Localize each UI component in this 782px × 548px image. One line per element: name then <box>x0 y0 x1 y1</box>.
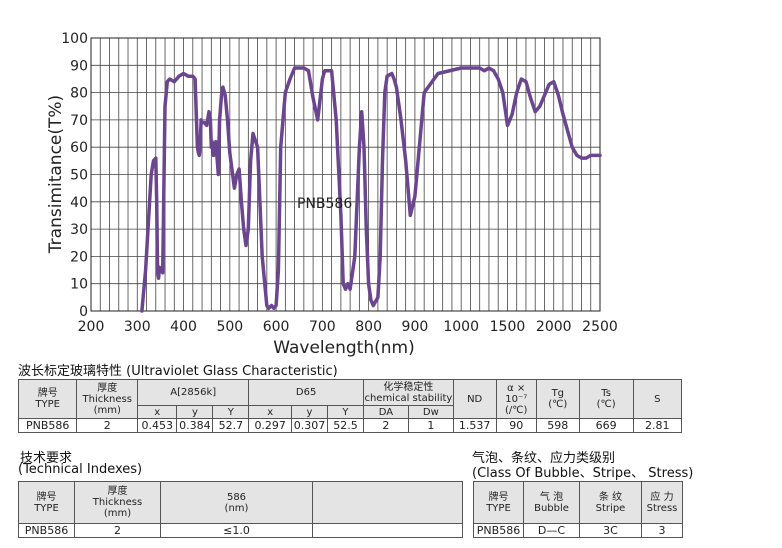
cell-bubble: D—C <box>523 523 580 538</box>
cell-thickness: 2 <box>76 418 139 433</box>
table-row: PNB586 2 ≤1.0 <box>18 523 463 538</box>
y-tick-label: 60 <box>70 140 88 156</box>
cell-stress: 3 <box>641 523 683 538</box>
y-tick-label: 40 <box>70 195 88 211</box>
table-row: PNB586 D—C 3C 3 <box>473 523 683 538</box>
y-tick-label: 80 <box>70 86 88 102</box>
header-stress: 应 力 Stress <box>641 481 683 524</box>
sub-d65-x: x <box>248 405 293 419</box>
cell-s: 2.81 <box>632 418 683 433</box>
y-tick-label: 70 <box>70 113 88 129</box>
tech-section-title-en: (Technical Indexes) <box>18 462 143 477</box>
y-tick-label: 20 <box>70 249 88 265</box>
y-tick-label: 0 <box>79 304 88 320</box>
x-tick-label: 300 <box>124 319 151 335</box>
cell-da: 2 <box>362 418 409 433</box>
header-alpha: α × 10⁻⁷ (/℃) <box>495 379 537 419</box>
x-axis-title: Wavelength(nm) <box>273 338 414 358</box>
y-axis-title: Transimitance(T%) <box>46 95 66 254</box>
x-tick-label: 2500 <box>582 319 618 335</box>
sub-a-y: y <box>176 405 214 419</box>
header-s: S <box>632 379 683 419</box>
header-tg: Tg (℃) <box>535 379 580 419</box>
cell-a-x: 0.453 <box>137 418 178 433</box>
curve-annotation: PNB586 <box>297 196 352 212</box>
y-tick-label: 10 <box>70 277 88 293</box>
cell-tg: 598 <box>535 418 580 433</box>
header-ts: Ts (℃) <box>578 379 634 419</box>
header-thickness: 厚度 Thickness (mm) <box>74 481 161 524</box>
uv-section-title: 波长标定玻璃特性 (Ultraviolet Glass Characterist… <box>18 364 338 379</box>
sub-d65-Y: Y <box>326 405 364 419</box>
cell-stripe: 3C <box>579 523 642 538</box>
x-tick-label: 900 <box>402 319 429 335</box>
cell-type: PNB586 <box>18 523 75 538</box>
cell-d65-Y: 52.5 <box>326 418 364 433</box>
header-type: 牌号 TYPE <box>17 379 78 419</box>
header-bubble: 气 泡 Bubble <box>523 481 580 524</box>
tech-header-row: 牌号 TYPE 厚度 Thickness (mm) 586 (nm) <box>18 481 463 524</box>
x-tick-label: 200 <box>78 319 105 335</box>
sub-a-Y: Y <box>212 405 250 419</box>
x-tick-label: 500 <box>216 319 243 335</box>
transmittance-curve <box>140 66 602 313</box>
x-tick-label: 600 <box>263 319 290 335</box>
header-thickness: 厚度 Thickness (mm) <box>76 379 139 419</box>
header-d65: D65 <box>248 379 364 406</box>
y-tick-labels: 0 10 20 30 40 50 60 70 80 90 100 <box>61 31 88 320</box>
y-tick-label: 30 <box>70 222 88 238</box>
header-stripe: 条 纹 Stripe <box>579 481 642 524</box>
bubble-section-title-cn: 气泡、条纹、应力类级别 <box>472 451 616 466</box>
cell-ts: 669 <box>578 418 634 433</box>
chart-grid <box>90 37 600 312</box>
header-a2856k: A[2856k] <box>137 379 250 406</box>
x-tick-label: 800 <box>355 319 382 335</box>
header-type: 牌号 TYPE <box>18 481 75 524</box>
y-tick-label: 90 <box>70 58 88 74</box>
x-tick-label: 700 <box>309 319 336 335</box>
x-tick-label: 1000 <box>443 319 479 335</box>
header-586nm: 586 (nm) <box>160 481 313 524</box>
header-chemical-stability: 化学稳定性 chemical stability <box>362 379 454 406</box>
bubble-header-row: 牌号 TYPE 气 泡 Bubble 条 纹 Stripe 应 力 Stress <box>473 481 683 524</box>
sub-da: DA <box>362 405 409 419</box>
cell-586-value: ≤1.0 <box>160 523 313 538</box>
uv-header-row: 牌号 TYPE 厚度 Thickness (mm) A[2856k] D65 化… <box>17 379 683 419</box>
transmittance-chart: 0 10 20 30 40 50 60 70 80 90 100 200 300 400 500 600 70… <box>46 31 618 358</box>
x-tick-label: 400 <box>170 319 197 335</box>
sub-dw: Dw <box>407 405 454 419</box>
cell-alpha: 90 <box>495 418 537 433</box>
tech-section-title-cn: 技术要求 <box>20 451 73 466</box>
x-tick-label: 2000 <box>536 319 572 335</box>
technical-index-table: 牌号 TYPE 厚度 Thickness (mm) 586 (nm) PNB58… <box>18 481 463 538</box>
sub-d65-y: y <box>291 405 328 419</box>
x-tick-labels: 200 300 400 500 600 700 800 900 1000 1500 2000 2500 <box>78 319 618 335</box>
cell-type: PNB586 <box>17 418 78 433</box>
cell-empty <box>312 523 463 538</box>
y-tick-label: 100 <box>61 31 88 47</box>
cell-nd: 1.537 <box>452 418 497 433</box>
cell-dw: 1 <box>407 418 454 433</box>
bubble-class-table: 牌号 TYPE 气 泡 Bubble 条 纹 Stripe 应 力 Stress… <box>473 481 683 538</box>
table-row: PNB586 2 0.453 0.384 52.7 0.297 0.307 52… <box>17 418 683 433</box>
cell-type: PNB586 <box>473 523 524 538</box>
header-nd: ND <box>452 379 497 419</box>
header-empty <box>312 481 463 524</box>
bubble-section-title-en: (Class Of Bubble、Stripe、 Stress) <box>472 466 694 481</box>
uv-subheader-row: x y Y x y Y DA Dw <box>19 405 682 419</box>
cell-d65-y: 0.307 <box>291 418 328 433</box>
header-type: 牌号 TYPE <box>473 481 524 524</box>
y-tick-label: 50 <box>70 168 88 184</box>
cell-a-Y: 52.7 <box>212 418 250 433</box>
plot-frame <box>90 37 601 312</box>
cell-a-y: 0.384 <box>176 418 214 433</box>
sub-a-x: x <box>137 405 178 419</box>
uv-characteristic-table: 牌号 TYPE 厚度 Thickness (mm) A[2856k] D65 化… <box>17 379 683 433</box>
x-tick-label: 1500 <box>490 319 526 335</box>
cell-d65-x: 0.297 <box>248 418 293 433</box>
cell-thickness: 2 <box>74 523 161 538</box>
